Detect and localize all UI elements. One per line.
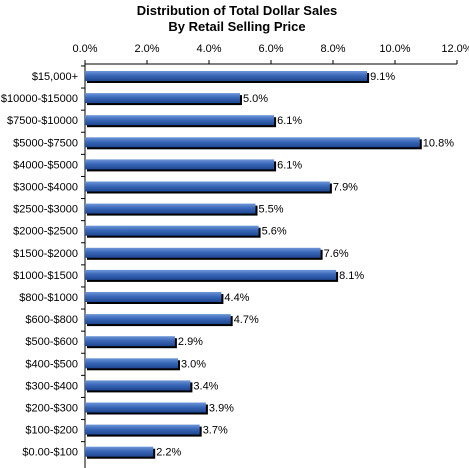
data-label: 4.7% <box>234 314 259 326</box>
category-label: $100-$200 <box>25 425 78 437</box>
bar <box>85 292 222 302</box>
data-label: 3.4% <box>193 380 218 392</box>
category-label: $7500-$10000 <box>7 115 78 127</box>
category-label: $2500-$3000 <box>13 204 78 216</box>
category-label: $4000-$5000 <box>13 159 78 171</box>
data-label: 4.4% <box>224 292 249 304</box>
bar <box>85 402 206 413</box>
category-label: $2000-$2500 <box>13 226 78 238</box>
data-label: 2.2% <box>156 447 181 459</box>
bar <box>85 225 259 236</box>
x-tick-label: 0.0% <box>72 43 97 55</box>
x-tick-label: 12.0% <box>441 43 469 55</box>
data-label: 7.9% <box>333 182 358 194</box>
data-label: 3.7% <box>203 425 228 437</box>
category-label: $5000-$7500 <box>13 137 78 149</box>
category-label: $200-$300 <box>25 403 78 415</box>
bar <box>85 115 275 126</box>
category-label: $600-$800 <box>25 314 78 326</box>
x-tick-label: 8.0% <box>320 43 345 55</box>
category-label: $3000-$4000 <box>13 182 78 194</box>
category-label: $500-$600 <box>25 336 78 348</box>
bar <box>85 380 191 391</box>
data-label: 7.6% <box>324 248 349 260</box>
bar <box>85 247 321 258</box>
category-label: $800-$1000 <box>19 292 78 304</box>
bar <box>85 446 154 457</box>
bar <box>85 314 231 325</box>
bar <box>85 159 275 170</box>
category-label: $400-$500 <box>25 358 78 370</box>
category-label: $1500-$2000 <box>13 248 78 260</box>
x-tick-label: 4.0% <box>196 43 221 55</box>
x-tick-label: 10.0% <box>379 43 410 55</box>
data-label: 9.1% <box>370 71 395 83</box>
category-label: $10000-$15000 <box>1 93 78 105</box>
bar <box>85 424 200 435</box>
chart-subtitle: By Retail Selling Price <box>168 19 305 34</box>
bar <box>85 181 330 192</box>
bar <box>85 336 175 347</box>
data-label: 8.1% <box>339 270 364 282</box>
category-label: $0.00-$100 <box>22 447 78 459</box>
plot-area: 0.0% 2.0% 4.0% 6.0% 8.0% 10.0% 12.0% $15,000+ 9.… <box>1 43 469 468</box>
data-label: 2.9% <box>178 336 203 348</box>
data-label: 5.5% <box>259 204 284 216</box>
category-label: $15,000+ <box>32 71 78 83</box>
chart-title: Distribution of Total Dollar Sales <box>137 3 338 18</box>
bar <box>85 203 256 214</box>
bar <box>85 358 178 369</box>
x-tick-label: 6.0% <box>258 43 283 55</box>
bar <box>85 93 240 104</box>
category-label: $300-$400 <box>25 380 78 392</box>
bar <box>85 137 420 148</box>
data-label: 10.8% <box>423 137 454 149</box>
data-label: 6.1% <box>277 115 302 127</box>
data-label: 3.9% <box>209 403 234 415</box>
category-label: $1000-$1500 <box>13 270 78 282</box>
data-label: 3.0% <box>181 358 206 370</box>
data-label: 5.0% <box>243 93 268 105</box>
data-label: 6.1% <box>277 159 302 171</box>
x-tick-label: 2.0% <box>134 43 159 55</box>
bar <box>85 269 337 280</box>
data-label: 5.6% <box>262 226 287 238</box>
bar <box>85 71 368 81</box>
